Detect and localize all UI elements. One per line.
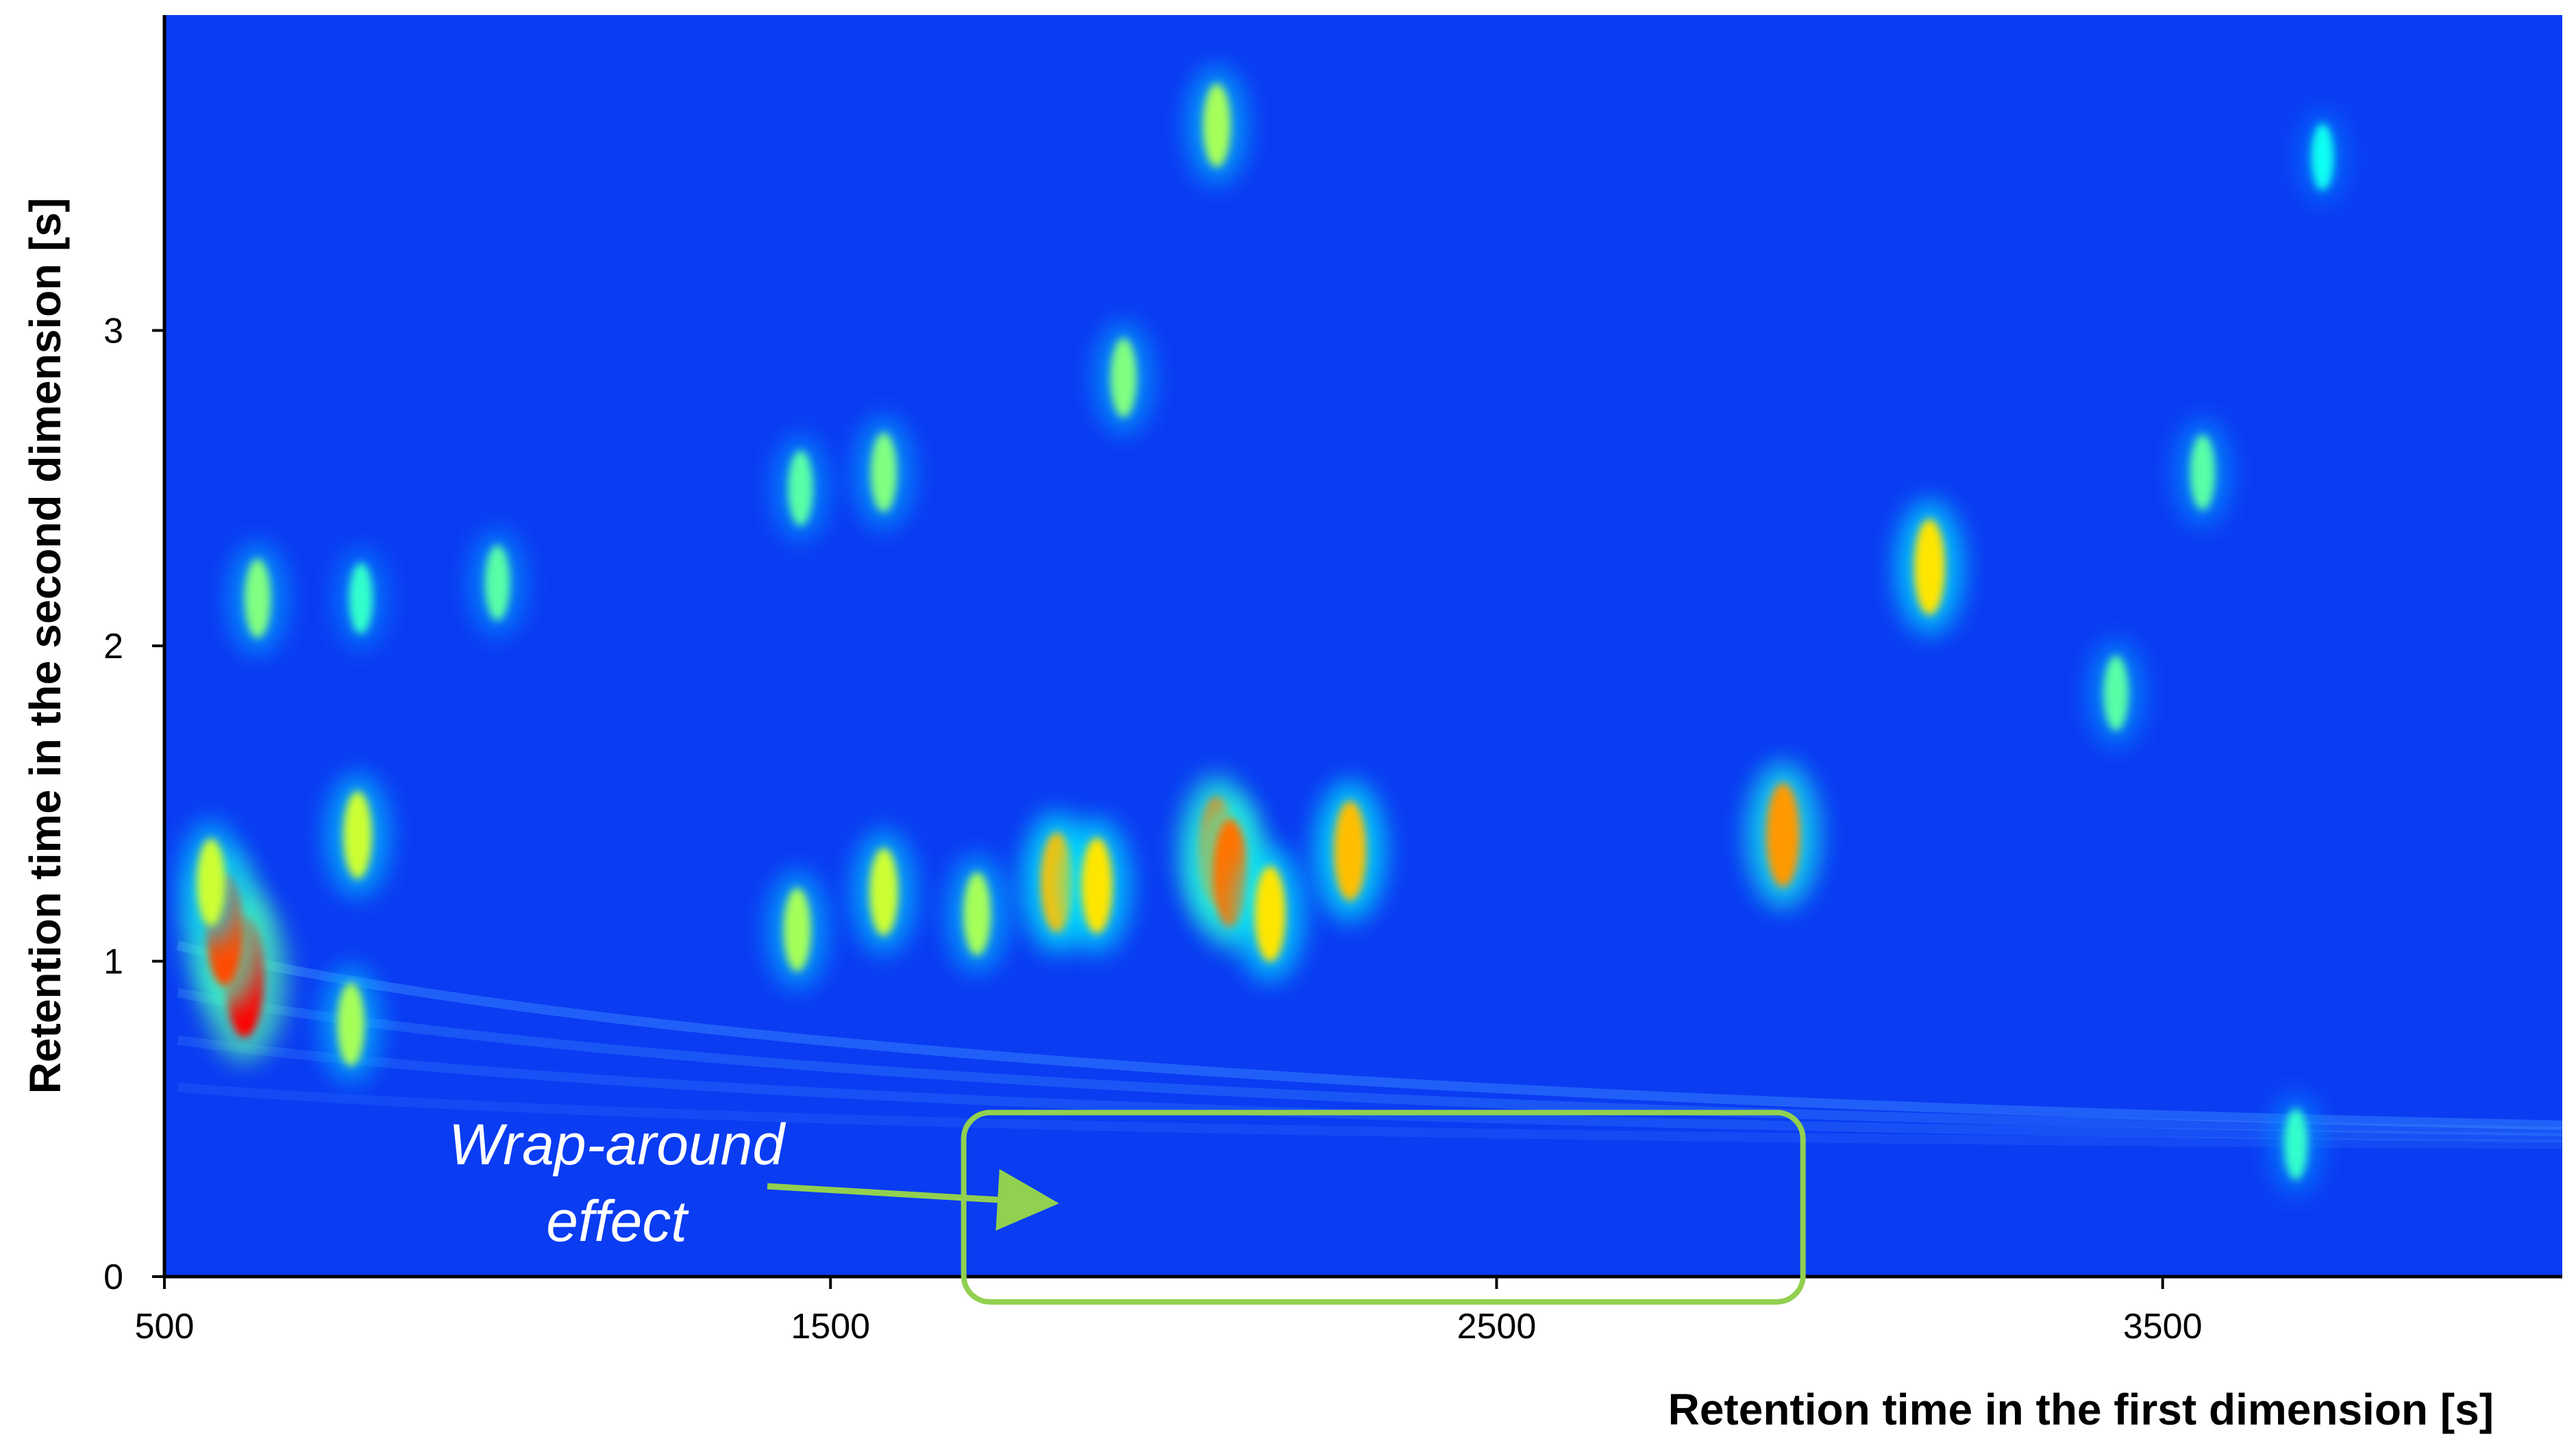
background-streak — [177, 1035, 2562, 1143]
x-tick-label: 1500 — [791, 1307, 870, 1346]
chromatogram-peak — [788, 450, 813, 526]
y-tick-label: 3 — [103, 312, 123, 351]
chromatogram-peak — [1334, 801, 1367, 901]
x-axis-ticks: 500 1500 2500 3500 — [135, 1277, 2203, 1346]
chromatogram-peak — [1111, 338, 1137, 418]
chromatogram-peak — [2190, 434, 2216, 510]
chromatogram-peak — [337, 982, 365, 1066]
y-tick-label: 0 — [103, 1257, 123, 1297]
wrap-around-annotation: Wrap-around effect — [449, 1110, 1806, 1305]
background-streak — [177, 988, 2562, 1137]
chromatogram-peak — [869, 848, 898, 936]
chromatogram-peak — [1081, 837, 1113, 933]
chromatogram-peak — [783, 888, 811, 972]
x-axis-title: Retention time in the first dimension [s… — [1668, 1385, 2494, 1434]
x-tick-label: 3500 — [2123, 1307, 2203, 1346]
chromatogram-peak — [2311, 123, 2334, 191]
plot-background — [164, 15, 2562, 1277]
wrap-around-arrow — [767, 1168, 1059, 1231]
chromatogram-peak — [1914, 518, 1945, 615]
wrap-around-box — [961, 1110, 1806, 1305]
chromatogram-peak — [871, 432, 897, 512]
chromatogram-peak — [485, 544, 510, 621]
x-tick-label: 500 — [135, 1307, 195, 1346]
chromatogram-peak — [245, 558, 271, 638]
x-tick-label: 2500 — [1457, 1307, 1537, 1346]
chromatogram-peak — [197, 838, 225, 927]
y-axis-title: Retention time in the second dimension [… — [21, 198, 70, 1094]
background-streaks — [176, 940, 2562, 1149]
chromatogram-peak — [2283, 1108, 2308, 1180]
peak-series — [179, 66, 2347, 1194]
chromatogram-peak — [1203, 84, 1231, 168]
y-tick-label: 2 — [103, 627, 123, 666]
chromatogram-peak — [1766, 783, 1800, 888]
y-axis-ticks: 0 1 2 3 — [103, 312, 164, 1297]
chromatogram-peak — [343, 791, 372, 879]
chromatogram-peak — [1254, 866, 1286, 962]
background-streak — [177, 1082, 2562, 1149]
chromatogram-peak — [2103, 655, 2129, 731]
wrap-around-label-line1: Wrap-around — [449, 1112, 787, 1177]
chromatogram-peak — [963, 872, 991, 956]
y-tick-label: 1 — [103, 942, 123, 982]
chromatogram-peak — [349, 562, 373, 634]
background-streak — [176, 940, 2562, 1130]
wrap-around-label-line2: effect — [546, 1189, 689, 1253]
